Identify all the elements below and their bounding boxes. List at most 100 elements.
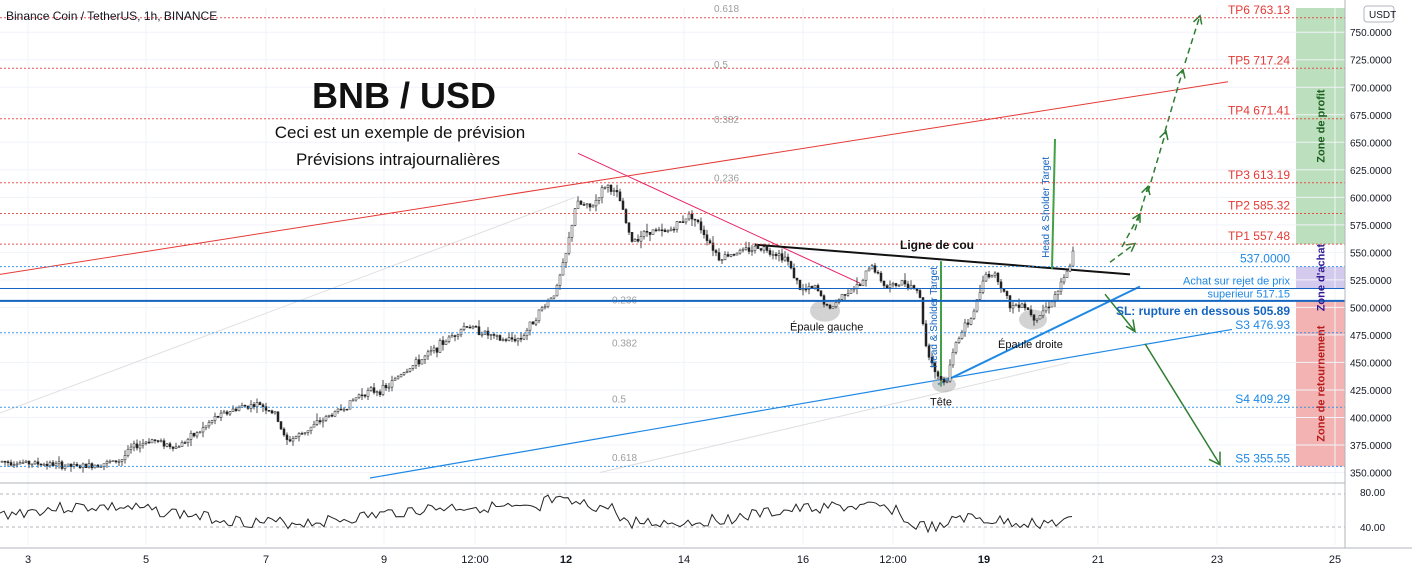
candle-body-4 xyxy=(12,464,16,466)
candle-body-355 xyxy=(1065,270,1069,278)
forecast-arrow-4 xyxy=(1164,69,1184,132)
candle-body-138 xyxy=(414,359,418,366)
candle-body-323 xyxy=(969,318,973,325)
candle-body-100 xyxy=(300,433,304,435)
candle-body-93 xyxy=(279,421,283,430)
candle-body-277 xyxy=(831,306,835,309)
candle-body-262 xyxy=(786,256,790,262)
candle-body-353 xyxy=(1059,281,1063,292)
candle-body-11 xyxy=(33,461,37,465)
candle-body-231 xyxy=(693,218,697,221)
x-tick-6: 14 xyxy=(678,554,690,566)
candle-body-169 xyxy=(507,337,511,341)
candle-body-81 xyxy=(243,405,247,407)
candle-body-227 xyxy=(681,221,685,223)
candle-body-78 xyxy=(234,408,238,411)
hs-target-label-right: Head & Sholder Target xyxy=(1041,157,1052,258)
candle-body-149 xyxy=(447,336,451,342)
candle-body-202 xyxy=(606,184,610,188)
candle-body-62 xyxy=(186,439,190,443)
candle-body-259 xyxy=(777,253,781,257)
currency-badge[interactable] xyxy=(1363,5,1395,23)
level-label-tp4: TP4 671.41 xyxy=(1228,104,1290,118)
candle-body-23 xyxy=(69,463,73,467)
forecast-arrow-1 xyxy=(1121,213,1141,248)
fib-label-2: 0.382 xyxy=(714,115,739,126)
candle-body-17 xyxy=(51,462,55,467)
candle-body-270 xyxy=(810,286,814,289)
candle-body-71 xyxy=(213,416,217,421)
candle-body-340 xyxy=(1020,303,1024,308)
candle-body-36 xyxy=(108,460,112,463)
forecast-arrowhead-3 xyxy=(1159,129,1169,141)
candle-body-292 xyxy=(876,271,880,274)
candle-body-241 xyxy=(723,254,727,261)
y-tick-9: 575.0000 xyxy=(1350,221,1392,232)
candle-body-315 xyxy=(945,380,949,383)
candle-body-217 xyxy=(651,229,655,235)
candle-body-30 xyxy=(90,463,94,469)
candle-body-35 xyxy=(105,461,109,464)
candle-body-301 xyxy=(903,280,907,285)
level-label-s4: S4 409.29 xyxy=(1235,392,1290,406)
candle-body-104 xyxy=(312,424,316,428)
candle-body-76 xyxy=(228,411,232,415)
candle-body-356 xyxy=(1068,265,1072,272)
candle-body-77 xyxy=(231,408,235,412)
candle-body-282 xyxy=(846,293,850,296)
candle-body-275 xyxy=(825,304,829,306)
candle-body-347 xyxy=(1041,310,1045,316)
candle-body-97 xyxy=(291,438,295,442)
candle-body-232 xyxy=(696,219,700,223)
candle-body-175 xyxy=(525,329,529,336)
candle-body-350 xyxy=(1050,301,1054,308)
candle-body-330 xyxy=(990,275,994,278)
fib-label-5: 0.382 xyxy=(612,339,637,350)
level-label-tp1: TP1 557.48 xyxy=(1228,229,1290,243)
y-tick-3: 425.0000 xyxy=(1350,386,1392,397)
candle-body-328 xyxy=(984,273,988,282)
candle-body-88 xyxy=(264,406,268,411)
candle-body-178 xyxy=(534,320,538,325)
level-label-s3: S3 476.93 xyxy=(1235,318,1290,332)
candle-body-177 xyxy=(531,321,535,325)
x-tick-4: 12:00 xyxy=(461,554,489,566)
fib-label-0: 0.618 xyxy=(714,4,739,15)
candle-body-300 xyxy=(900,280,904,286)
candle-body-303 xyxy=(909,285,913,289)
candle-body-339 xyxy=(1017,304,1021,308)
candle-body-109 xyxy=(327,414,331,417)
candle-body-308 xyxy=(924,323,928,347)
candle-body-263 xyxy=(789,261,793,269)
candle-body-127 xyxy=(381,384,385,395)
x-tick-7: 16 xyxy=(797,554,809,566)
descending-trendline xyxy=(577,152,861,284)
candle-body-307 xyxy=(921,297,925,325)
candle-body-322 xyxy=(966,322,970,325)
left-shoulder-label: Épaule gauche xyxy=(790,321,863,334)
candle-body-60 xyxy=(180,442,184,447)
candle-body-25 xyxy=(75,464,79,466)
candle-body-15 xyxy=(45,463,49,467)
subtitle-line-2: Prévisions intrajournalières xyxy=(296,150,500,169)
level-label-537: 537.0000 xyxy=(1240,252,1290,266)
x-tick-2: 7 xyxy=(263,554,269,566)
candle-body-50 xyxy=(150,439,154,444)
candle-body-306 xyxy=(918,290,922,298)
candle-body-260 xyxy=(780,253,784,261)
candle-body-294 xyxy=(882,280,886,286)
candle-body-264 xyxy=(792,267,796,279)
candle-body-293 xyxy=(879,272,883,282)
candle-body-297 xyxy=(891,283,895,286)
candle-body-160 xyxy=(480,333,484,336)
candle-body-12 xyxy=(36,461,40,465)
y-tick-4: 450.0000 xyxy=(1350,358,1392,369)
y-tick-0: 350.0000 xyxy=(1350,468,1392,479)
candle-body-299 xyxy=(897,284,901,287)
candle-body-148 xyxy=(444,341,448,345)
candle-body-144 xyxy=(432,347,436,351)
candle-body-130 xyxy=(390,380,394,388)
candle-body-103 xyxy=(309,426,313,432)
stop-label: SL: rupture en dessous 505.89 xyxy=(1116,304,1290,318)
